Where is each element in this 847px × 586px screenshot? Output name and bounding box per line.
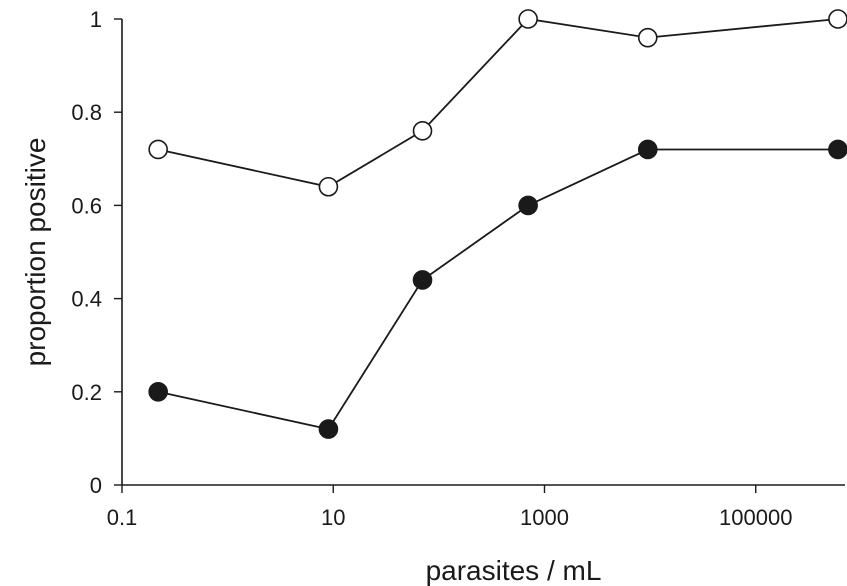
y-tick-label: 0.8 (71, 100, 102, 125)
y-tick-label: 0.2 (71, 380, 102, 405)
series-1-point (518, 9, 538, 29)
y-tick-label: 0.4 (71, 287, 102, 312)
x-tick-label: 10 (321, 505, 345, 530)
y-tick-label: 1 (90, 7, 102, 32)
series-2-line (158, 148, 838, 431)
series-1-point (148, 139, 168, 160)
x-ticks: 0.1 10 1000 100000 (107, 485, 792, 530)
x-tick-label: 1000 (520, 505, 569, 530)
y-ticks: 0 0.2 0.4 0.6 0.8 1 (71, 7, 122, 498)
series-1-point (318, 176, 339, 197)
y-tick-label: 0.6 (71, 193, 102, 218)
series-1-point (412, 121, 433, 141)
series-2-point (148, 381, 168, 402)
y-axis-title: proportion positive (20, 138, 51, 367)
x-axis-title: parasites / mL (426, 555, 602, 586)
series-1-point (828, 9, 847, 29)
series-1-line (158, 18, 838, 188)
series-2-point (828, 139, 847, 160)
y-tick-label: 0 (90, 473, 102, 498)
series-2 (148, 139, 847, 439)
series-layer (148, 9, 847, 439)
series-2-point (318, 419, 339, 439)
axes (121, 19, 845, 486)
series-2-point (518, 195, 538, 216)
series-1-point (637, 27, 658, 48)
x-tick-label: 0.1 (107, 505, 138, 530)
series-1 (148, 9, 847, 197)
series-2-point (637, 139, 658, 160)
series-2-point (412, 270, 433, 290)
x-tick-label: 100000 (719, 505, 792, 530)
